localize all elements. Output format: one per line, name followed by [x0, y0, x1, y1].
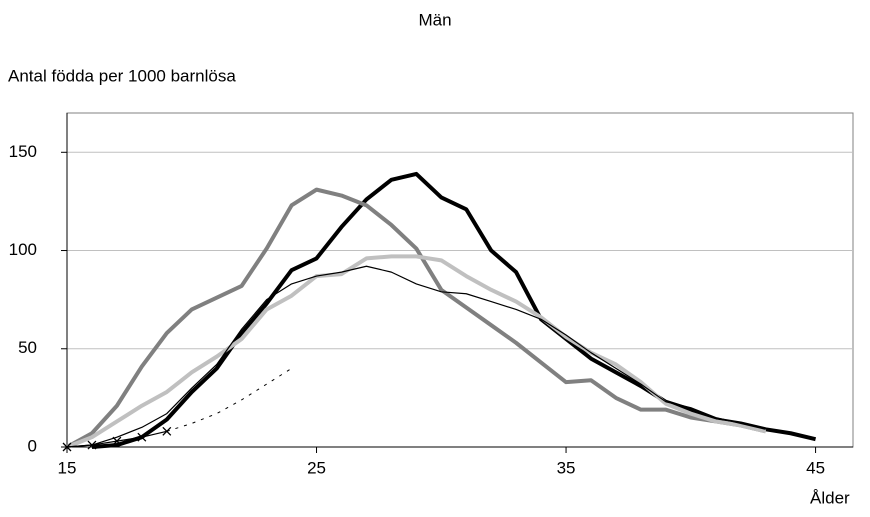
x-tick-label: 25 — [307, 458, 326, 477]
series-line — [66, 187, 767, 449]
y-tick-label: 100 — [9, 240, 37, 259]
y-tick-label: 50 — [18, 338, 37, 357]
y-axis-label: Antal födda per 1000 barnlösa — [8, 66, 236, 85]
y-tick-label: 150 — [9, 142, 37, 161]
point-marker — [137, 432, 147, 442]
x-axis-label: Ålder — [810, 488, 850, 507]
point-marker — [87, 440, 97, 450]
x-tick-label: 45 — [806, 458, 825, 477]
series-line — [66, 254, 767, 449]
series-line — [66, 265, 766, 448]
point-marker — [62, 442, 72, 452]
y-tick-label: 0 — [28, 436, 37, 455]
x-tick-label: 35 — [557, 458, 576, 477]
chart-title: Män — [418, 10, 451, 29]
series-line — [91, 171, 817, 449]
x-tick-label: 15 — [58, 458, 77, 477]
point-marker — [112, 436, 122, 446]
